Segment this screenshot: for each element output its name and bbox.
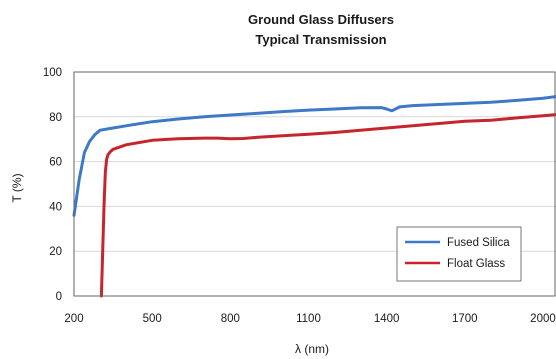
x-tick-label: 2000: [530, 313, 556, 325]
series-line-float-glass: [99, 113, 556, 298]
y-tick-label: 20: [49, 246, 62, 258]
x-tick-label: 1100: [296, 313, 321, 325]
y-tick-label: 80: [49, 112, 62, 124]
legend-label-float-glass: Float Glass: [447, 258, 505, 270]
x-tick-label: 1400: [374, 313, 400, 325]
series-line-fused-silica: [72, 95, 556, 217]
legend-box: [396, 226, 522, 282]
chart-title: Ground Glass Diffusers: [248, 12, 394, 27]
y-tick-label: 40: [49, 201, 62, 213]
legend-label-fused-silica: Fused Silica: [447, 237, 510, 249]
x-axis-label: λ (nm): [295, 342, 329, 356]
y-tick-labels: 0 20 40 60 80 100: [43, 67, 62, 303]
chart-subtitle: Typical Transmission: [255, 32, 386, 47]
y-tick-label: 100: [43, 67, 62, 79]
legend: Fused Silica Float Glass: [396, 226, 522, 282]
y-tick-label: 0: [56, 291, 62, 303]
y-tick-label: 60: [49, 157, 62, 169]
x-tick-label: 1700: [452, 313, 478, 325]
y-axis-label: T (%): [10, 173, 24, 202]
series-lines: [72, 95, 556, 298]
x-tick-label: 500: [143, 313, 162, 325]
x-tick-labels: 200 500 800 1100 1400 1700 2000: [64, 313, 555, 325]
plot-frame: [73, 71, 556, 297]
x-tick-label: 200: [64, 313, 83, 325]
x-tick-label: 800: [221, 313, 240, 325]
